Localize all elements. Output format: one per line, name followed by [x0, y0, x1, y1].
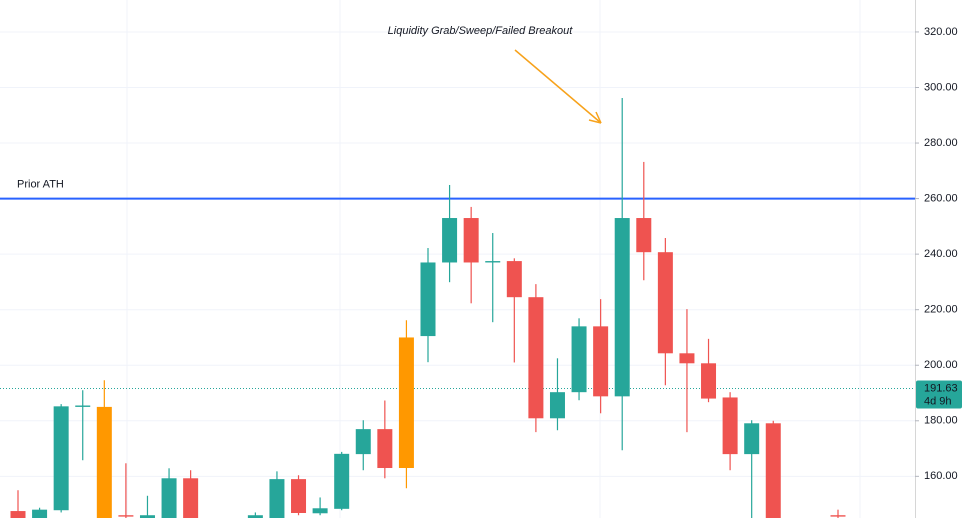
- y-tick-label: 200.00: [924, 359, 958, 371]
- candle-body: [528, 297, 544, 419]
- y-tick-label: 220.00: [924, 304, 958, 316]
- candle-body: [32, 509, 48, 518]
- candle-body: [334, 453, 350, 509]
- candle-body: [463, 218, 479, 263]
- plot-area: [0, 98, 915, 518]
- annotation-arrow: [514, 49, 602, 124]
- candle-body: [269, 479, 285, 518]
- candle-body: [161, 478, 177, 518]
- candle-body: [701, 363, 717, 399]
- y-tick-label: 180.00: [924, 415, 958, 427]
- candle-body: [420, 262, 436, 337]
- candle-body: [636, 218, 652, 253]
- candle-body: [398, 337, 414, 469]
- candle-body: [291, 479, 307, 514]
- y-tick-label: 240.00: [924, 248, 958, 260]
- price-label: 191.63: [924, 382, 958, 394]
- candle-body: [765, 423, 781, 518]
- candle-body: [183, 478, 199, 518]
- annotation: Liquidity Grab/Sweep/Failed Breakout: [388, 25, 574, 37]
- candle-body: [571, 326, 587, 393]
- candle-body: [614, 218, 630, 397]
- candle-body: [485, 261, 501, 263]
- candle-body: [506, 261, 522, 298]
- horizontal-line-label: Prior ATH: [17, 178, 64, 190]
- overlay: 160.00 180.00 200.00 220.00 240.00 260.00 280.…: [17, 25, 962, 482]
- candle-body: [355, 429, 371, 455]
- candle-body: [722, 397, 738, 455]
- candle-body: [593, 326, 609, 397]
- candle-body: [53, 406, 69, 511]
- candle-body: [75, 405, 91, 407]
- candle-body: [830, 515, 846, 517]
- candle-body: [549, 392, 565, 419]
- candle-body: [10, 511, 26, 518]
- candle-body: [247, 515, 263, 518]
- candle-body: [679, 353, 695, 364]
- y-tick-label: 260.00: [924, 192, 958, 204]
- price-label-box: [916, 380, 962, 409]
- candle-body: [377, 429, 393, 469]
- countdown-label: 4d 9h: [924, 395, 952, 407]
- candle-body: [118, 515, 134, 517]
- y-tick-label: 300.00: [924, 81, 958, 93]
- candle-body: [442, 218, 458, 263]
- y-tick-label: 320.00: [924, 26, 958, 38]
- candle-body: [657, 252, 673, 354]
- candle-body: [96, 406, 112, 518]
- candle-body: [744, 423, 760, 455]
- y-tick-label: 160.00: [924, 470, 958, 482]
- candle-body: [312, 508, 328, 514]
- candle-body: [139, 515, 155, 518]
- annotation-arrowhead: [588, 111, 602, 124]
- y-tick-label: 280.00: [924, 137, 958, 149]
